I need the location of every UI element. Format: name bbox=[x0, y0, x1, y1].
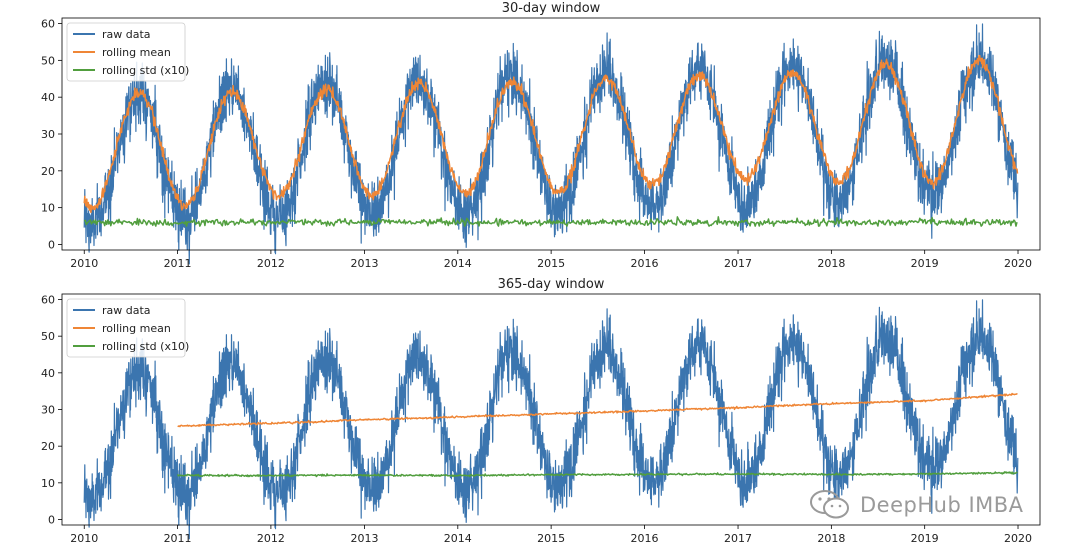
y-tick-label: 20 bbox=[41, 440, 55, 453]
legend: raw data rolling mean rolling std (x10) bbox=[66, 298, 189, 358]
x-tick-label: 2017 bbox=[724, 257, 752, 270]
x-tick-label: 2016 bbox=[630, 257, 658, 270]
y-tick-label: 20 bbox=[41, 165, 55, 178]
chart-title: 365-day window bbox=[498, 277, 605, 292]
x-tick-label: 2014 bbox=[444, 257, 472, 270]
x-tick-label: 2011 bbox=[164, 257, 192, 270]
x-tick-label: 2015 bbox=[537, 532, 565, 545]
x-tick-label: 2019 bbox=[911, 257, 939, 270]
plot-area bbox=[83, 23, 1019, 265]
x-tick-label: 2012 bbox=[257, 532, 285, 545]
y-tick-label: 60 bbox=[41, 18, 55, 31]
legend-label: rolling mean bbox=[102, 46, 171, 59]
y-tick-label: 30 bbox=[41, 404, 55, 417]
x-tick-label: 2017 bbox=[724, 532, 752, 545]
x-tick-label: 2018 bbox=[817, 257, 845, 270]
legend-label: rolling mean bbox=[102, 322, 171, 335]
x-tick-label: 2010 bbox=[70, 257, 98, 270]
x-tick-label: 2015 bbox=[537, 257, 565, 270]
legend-label: raw data bbox=[102, 304, 151, 317]
x-tick-label: 2018 bbox=[817, 532, 845, 545]
x-tick-label: 2012 bbox=[257, 257, 285, 270]
y-tick-label: 10 bbox=[41, 202, 55, 215]
y-tick-label: 30 bbox=[41, 128, 55, 141]
x-tick-label: 2011 bbox=[164, 532, 192, 545]
chart-title: 30-day window bbox=[502, 1, 601, 16]
legend-box bbox=[66, 22, 186, 82]
series-rolling-mean bbox=[83, 54, 1019, 214]
legend-box bbox=[66, 298, 186, 358]
legend-label: rolling std (x10) bbox=[102, 64, 189, 77]
series-rolling-std-x10 bbox=[83, 216, 1018, 227]
y-tick-label: 50 bbox=[41, 54, 55, 67]
x-tick-label: 2019 bbox=[911, 532, 939, 545]
legend-label: raw data bbox=[102, 28, 151, 41]
x-tick-label: 2016 bbox=[630, 532, 658, 545]
x-tick-label: 2020 bbox=[1004, 532, 1032, 545]
series-raw-data bbox=[83, 299, 1019, 540]
x-tick-label: 2010 bbox=[70, 532, 98, 545]
series-raw-data bbox=[83, 23, 1019, 265]
y-tick-label: 60 bbox=[41, 294, 55, 307]
x-tick-label: 2014 bbox=[444, 532, 472, 545]
x-tick-label: 2013 bbox=[350, 257, 378, 270]
y-tick-label: 10 bbox=[41, 477, 55, 490]
plot-area bbox=[83, 299, 1019, 540]
series-rolling-std-x10 bbox=[176, 471, 1018, 478]
y-tick-label: 0 bbox=[48, 514, 55, 527]
legend: raw data rolling mean rolling std (x10) bbox=[66, 22, 189, 82]
y-tick-label: 50 bbox=[41, 330, 55, 343]
y-tick-label: 40 bbox=[41, 91, 55, 104]
y-tick-label: 0 bbox=[48, 238, 55, 251]
x-tick-label: 2020 bbox=[1004, 257, 1032, 270]
series-rolling-mean bbox=[177, 392, 1018, 428]
y-tick-label: 40 bbox=[41, 367, 55, 380]
x-tick-label: 2013 bbox=[350, 532, 378, 545]
legend-label: rolling std (x10) bbox=[102, 340, 189, 353]
